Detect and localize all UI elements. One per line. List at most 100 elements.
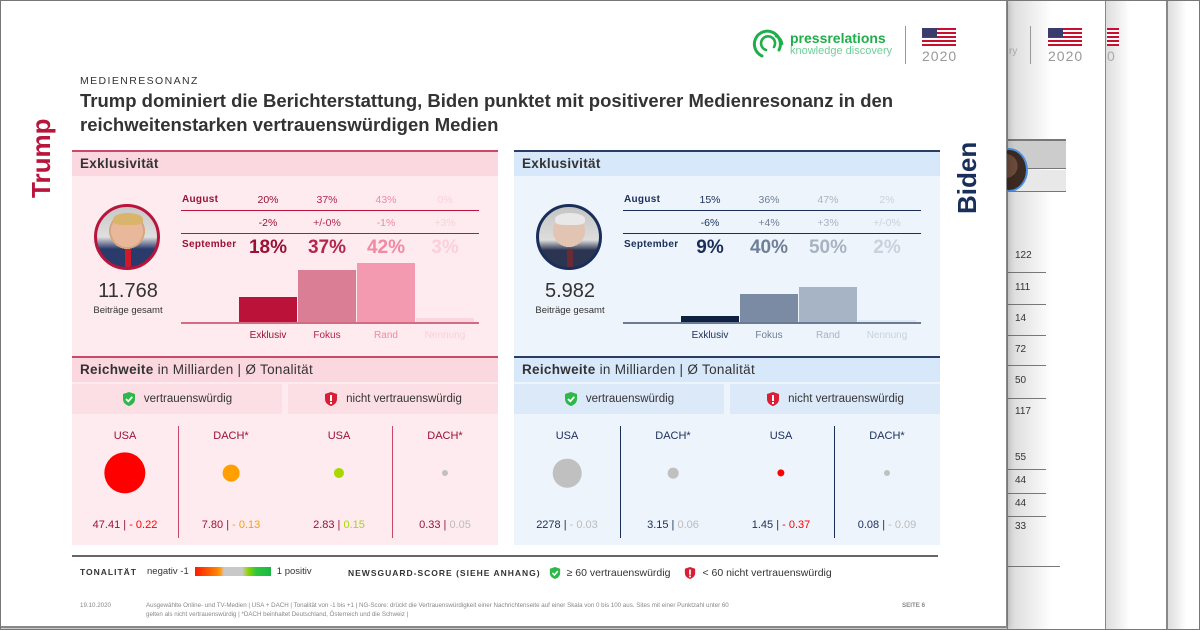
footer-note: Ausgewählte Online- und TV-Medien | USA …	[146, 601, 846, 619]
background-page-4	[1167, 0, 1200, 630]
tone-value: 0.06	[677, 519, 699, 531]
bar-rand	[357, 263, 415, 322]
tone-gradient-bar	[194, 567, 271, 576]
august-value: 15%	[699, 194, 721, 206]
biden-panel: Exklusivität 5.982 Beiträge gesamt August Se…	[514, 150, 940, 545]
shield-alert-icon	[685, 567, 696, 579]
september-value: 50%	[808, 237, 848, 258]
logo-name: pressrelations	[790, 30, 886, 46]
bg-table-line	[1008, 516, 1046, 517]
bg-table-line	[1008, 566, 1060, 567]
reach-header: Reichweite in Milliarden | Ø Tonalität	[72, 356, 498, 382]
value-separator: |	[773, 519, 783, 531]
change-value: +3%	[817, 217, 839, 229]
reach-value: 2.83	[313, 519, 335, 531]
bar-label: Fokus	[313, 330, 341, 341]
newsguard-untrusted-label: < 60 nicht vertrauenswürdig	[702, 567, 832, 579]
bg-number: 14	[1015, 313, 1027, 324]
footer-date: 19.10.2020	[80, 602, 111, 609]
kicker: MEDIENRESONANZ	[80, 75, 199, 87]
bg-logo-fragment: ry	[1009, 46, 1018, 57]
bg-table-line	[1008, 398, 1046, 399]
trusted-label: vertrauenswürdig	[143, 393, 233, 405]
bar-label: Fokus	[755, 330, 783, 341]
bg-divider	[1030, 26, 1031, 64]
untrusted-header: nicht vertrauenswürdig	[288, 384, 498, 414]
exclusivity-header: Exklusivität	[514, 150, 940, 176]
region-label: DACH*	[213, 430, 249, 442]
table-line	[181, 210, 479, 211]
region-label: DACH*	[427, 430, 463, 442]
region-divider	[178, 426, 179, 538]
region-label: USA	[327, 430, 351, 442]
tone-value: - 0.13	[232, 519, 261, 531]
reach-value: 0.33	[419, 519, 441, 531]
bar-label: Nennung	[866, 330, 908, 341]
bg-table-line	[1008, 365, 1046, 366]
table-line	[623, 233, 921, 234]
tone-value: - 0.22	[129, 519, 158, 531]
bg-number: 44	[1015, 498, 1027, 509]
bg-number: 33	[1015, 521, 1027, 532]
reach-tone-value: 2278 | - 0.03	[514, 519, 620, 531]
bar-fokus	[298, 270, 356, 322]
shield-alert-icon	[767, 392, 780, 406]
bar-rand	[799, 287, 857, 322]
table-line	[623, 210, 921, 211]
tone-positive-value: 1	[276, 566, 283, 577]
chart-baseline	[181, 322, 479, 324]
value-separator: |	[223, 519, 233, 531]
bar-label: Rand	[374, 330, 398, 341]
chart-baseline	[623, 322, 921, 324]
tone-legend-title: TONALITÄT	[80, 566, 138, 577]
avatar-tie	[567, 249, 573, 267]
legend-divider	[72, 555, 938, 557]
header-divider	[905, 26, 906, 64]
bg-table-line	[1008, 469, 1046, 470]
august-value: 36%	[758, 194, 780, 206]
value-separator: |	[560, 519, 570, 531]
change-value: -6%	[700, 217, 720, 229]
region-divider	[392, 426, 393, 538]
reach-title: Reichweite	[80, 362, 154, 377]
region-label: USA	[113, 430, 137, 442]
bar-exklusiv	[239, 296, 297, 322]
september-value: 18%	[248, 237, 288, 258]
change-value: +/-0%	[873, 217, 901, 229]
side-label-trump: Trump	[26, 118, 56, 198]
bar-label: Nennung	[424, 330, 466, 341]
bg-number: 122	[1015, 250, 1032, 261]
trusted-header: vertrauenswürdig	[514, 384, 724, 414]
tone-positive-label: positiv	[284, 566, 312, 577]
tone-legend: TONALITÄT negativ -1 1 positiv	[80, 566, 312, 577]
total-articles: 5.982	[544, 280, 596, 302]
side-label-biden: Biden	[952, 141, 982, 214]
tone-value: - 0.03	[569, 519, 598, 531]
bar-nennung	[858, 320, 916, 322]
bg-number: 111	[1015, 282, 1031, 293]
untrusted-label: nicht vertrauenswürdig	[788, 393, 904, 405]
tone-value: - 0.37	[782, 519, 811, 531]
newsguard-legend: NEWSGUARD-SCORE (SIEHE ANHANG) ≥ 60 vert…	[348, 566, 832, 580]
shield-check-icon	[122, 392, 135, 406]
reach-bubble	[222, 464, 240, 482]
august-value: 47%	[817, 194, 839, 206]
september-value: 37%	[307, 237, 347, 258]
reach-bubble	[442, 470, 448, 476]
value-separator: |	[120, 519, 130, 531]
bar-nennung	[416, 317, 474, 322]
tone-negative-label: negativ	[147, 566, 178, 577]
exclusivity-title: Exklusivität	[522, 156, 601, 171]
bg-number: 72	[1015, 344, 1027, 355]
september-value: 2%	[873, 237, 901, 258]
reach-bubble	[667, 467, 679, 479]
region-label: USA	[769, 430, 793, 442]
september-value: 3%	[431, 237, 459, 258]
pressrelations-logo: pressrelations knowledge discovery	[752, 28, 892, 60]
august-value: 20%	[257, 194, 279, 206]
bg-number: 44	[1015, 475, 1027, 486]
reach-tone-value: 3.15 | 0.06	[620, 519, 726, 531]
header-year: 2020	[922, 48, 958, 64]
exclusivity-title: Exklusivität	[80, 156, 159, 171]
footer-page-number: SEITE 6	[902, 602, 926, 609]
